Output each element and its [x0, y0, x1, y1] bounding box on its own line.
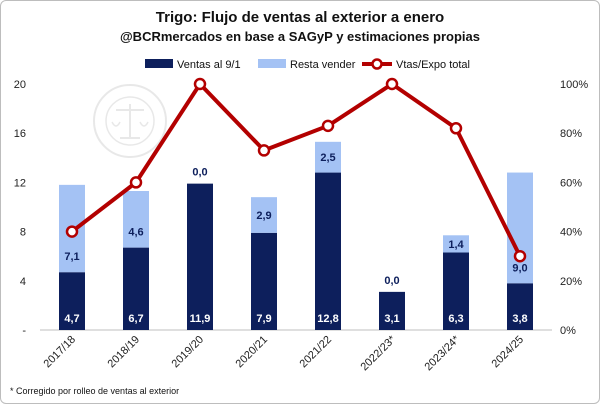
point-vtas-expo-1 [129, 176, 143, 189]
label-ventas-7: 3,8 [512, 313, 527, 325]
bar-ventas-2 [187, 183, 213, 330]
label-ventas-4: 12,8 [317, 313, 338, 325]
bar-resta-3 [251, 197, 277, 233]
point-vtas-expo-3 [257, 144, 271, 157]
label-ventas-2: 11,9 [190, 313, 211, 325]
bar-resta-7 [507, 172, 533, 284]
x-tick-label-1: 2018/19 [106, 334, 143, 371]
legend-label-resta: Resta vender [290, 59, 356, 71]
bar-ventas-6 [443, 252, 469, 330]
label-resta-2: 0,0 [192, 167, 207, 179]
footnote: * Corregido por rolleo de ventas al exte… [10, 386, 180, 396]
chart-title: Trigo: Flujo de ventas al exterior a ene… [155, 9, 445, 26]
x-tick-label-7: 2024/25 [490, 334, 527, 371]
legend-marker-vtas [371, 58, 383, 70]
y-left-tick-label: 4 [20, 276, 26, 288]
x-tick-label-5: 2022/23* [358, 333, 398, 373]
point-vtas-expo-7 [513, 249, 527, 263]
point-vtas-expo-0 [65, 225, 79, 238]
watermark-seal [93, 84, 167, 158]
label-resta-3: 2,9 [256, 210, 271, 222]
y-right-tick-label: 100% [560, 79, 588, 91]
label-ventas-6: 6,3 [448, 313, 463, 325]
legend-label-vtas: Vtas/Expo total [396, 59, 470, 71]
bar-resta-1 [123, 191, 149, 248]
point-vtas-expo-5 [385, 77, 399, 91]
bar-resta-4 [315, 141, 341, 173]
bar-ventas-1 [123, 247, 149, 330]
y-right-tick-label: 40% [560, 227, 582, 239]
label-resta-6: 1,4 [448, 239, 464, 251]
label-ventas-1: 6,7 [128, 313, 143, 325]
legend-swatch-resta [258, 59, 286, 68]
x-tick-label-6: 2023/24* [422, 333, 462, 373]
bar-ventas-7 [507, 283, 533, 330]
point-vtas-expo-2 [193, 77, 207, 91]
bar-ventas-4 [315, 172, 341, 330]
label-ventas-3: 7,9 [256, 313, 271, 325]
label-resta-4: 2,5 [320, 152, 335, 164]
y-right-tick-label: 60% [560, 177, 582, 189]
label-resta-7: 9,0 [512, 262, 527, 274]
y-left-tick-label: 16 [14, 128, 26, 140]
point-vtas-expo-6 [449, 122, 463, 135]
label-resta-0: 7,1 [64, 251, 79, 263]
chart-subtitle: @BCRmercados en base a SAGyP y estimacio… [120, 29, 480, 44]
y-left-tick-label: 20 [14, 79, 26, 91]
bar-ventas-5 [379, 291, 405, 330]
x-tick-label-2: 2019/20 [170, 334, 207, 371]
line-vtas-expo [70, 82, 522, 258]
label-ventas-5: 3,1 [384, 313, 399, 325]
y-left-tick-label: 8 [20, 227, 26, 239]
label-resta-1: 4,6 [128, 227, 143, 239]
legend-label-ventas: Ventas al 9/1 [177, 59, 241, 71]
legend-swatch-ventas [145, 59, 173, 68]
x-tick-label-3: 2020/21 [234, 334, 271, 371]
y-right-tick-label: 0% [560, 325, 576, 337]
bar-ventas-3 [251, 232, 277, 330]
point-vtas-expo-4 [321, 119, 335, 133]
y-right-tick-label: 20% [560, 276, 582, 288]
label-resta-5: 0,0 [384, 275, 399, 287]
y-left-tick-label: - [22, 325, 26, 337]
label-ventas-0: 4,7 [64, 313, 79, 325]
x-tick-label-4: 2021/22 [298, 334, 335, 371]
bar-ventas-0 [59, 272, 85, 330]
y-left-tick-label: 12 [14, 177, 26, 189]
x-tick-label-0: 2017/18 [42, 334, 79, 371]
y-right-tick-label: 80% [560, 128, 582, 140]
bar-resta-6 [443, 235, 469, 253]
